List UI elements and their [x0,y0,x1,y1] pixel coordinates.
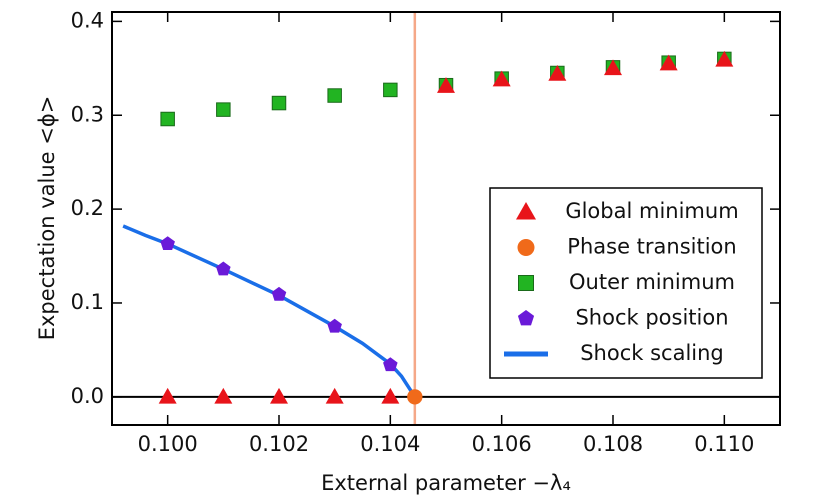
triangle-marker [158,387,177,404]
y-tick-label: 0.2 [71,196,104,220]
x-tick-label: 0.104 [360,432,420,456]
x-tick-label: 0.102 [249,432,309,456]
y-tick-label: 0.3 [71,102,104,126]
pentagon-marker [383,357,398,372]
y-tick-label: 0.4 [71,8,104,32]
triangle-marker [214,387,233,404]
x-tick-label: 0.106 [472,432,532,456]
y-axis-label: Expectation value <ϕ> [35,96,59,341]
square-marker [518,275,534,291]
square-marker [327,88,342,103]
x-tick-label: 0.110 [694,432,754,456]
triangle-marker [325,387,344,404]
pentagon-marker [160,236,175,251]
pentagon-marker [271,286,287,301]
triangle-marker [659,54,678,71]
y-tick-label: 0.0 [71,384,104,408]
circle-marker [517,239,535,256]
square-marker [383,82,398,98]
legend-box [489,187,763,379]
pentagon-marker [216,261,231,276]
x-tick-label: 0.100 [138,432,198,456]
triangle-marker [516,202,536,220]
square-marker [160,111,175,127]
circle-marker [407,389,423,405]
square-marker [271,95,287,111]
y-tick-label: 0.1 [71,290,104,314]
pentagon-marker [327,318,342,333]
legend-label: Shock position [575,306,728,330]
triangle-marker [492,70,511,87]
triangle-marker [437,77,455,93]
pentagon-marker [517,310,535,326]
triangle-marker [381,387,400,404]
triangle-marker [270,387,288,404]
plot-frame [111,11,781,426]
legend: Global minimum Phase transition Outer mini… [489,187,763,379]
legend-label: Global minimum [565,199,738,223]
x-axis-label: External parameter −λ₄ [321,471,571,495]
legend-label: Outer minimum [569,270,735,294]
scaling-curve [122,224,417,398]
legend-label: Phase transition [567,235,736,259]
legend-label: Shock scaling [580,341,724,365]
triangle-marker [604,59,622,76]
triangle-marker [548,64,567,81]
square-marker [216,102,231,117]
x-tick-label: 0.108 [583,432,643,456]
triangle-marker [715,50,734,67]
